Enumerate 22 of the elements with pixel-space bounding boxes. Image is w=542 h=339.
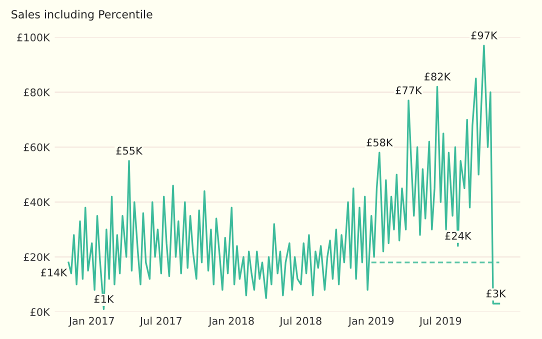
x-tick-label: Jul 2017 bbox=[139, 316, 182, 327]
y-tick-label: £100K bbox=[17, 34, 50, 42]
annotation: £24K bbox=[445, 232, 472, 240]
x-tick-label: Jul 2018 bbox=[279, 316, 322, 327]
y-tick-label: £40K bbox=[24, 198, 50, 206]
annotation: £82K bbox=[424, 72, 451, 81]
x-tick-label: Jul 2019 bbox=[418, 316, 462, 327]
y-tick-label: £20K bbox=[24, 253, 50, 262]
annotation: £55K bbox=[116, 146, 143, 155]
annotation: £77K bbox=[396, 86, 422, 94]
annotation: £3K bbox=[486, 290, 506, 298]
x-tick-label: Jan 2018 bbox=[208, 316, 254, 327]
x-tick-label: Jan 2019 bbox=[348, 316, 394, 327]
y-tick-label: £80K bbox=[24, 88, 50, 96]
annotation: £1K bbox=[94, 295, 114, 303]
y-tick-label: £0K bbox=[30, 308, 50, 316]
annotation: £97K bbox=[471, 31, 498, 40]
chart-title: Sales including Percentile bbox=[12, 10, 152, 21]
x-tick-label: Jan 2017 bbox=[68, 316, 114, 327]
annotation: £58K bbox=[366, 138, 393, 146]
annotation: £14K bbox=[40, 268, 68, 276]
y-tick-label: £60K bbox=[24, 143, 50, 152]
